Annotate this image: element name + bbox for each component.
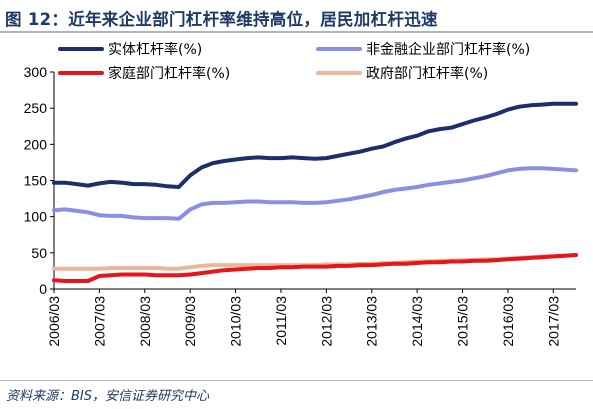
x-tick-label: 2009/03 <box>182 296 198 347</box>
line-chart: 0 50 100 150 200 250 300 2006/03 2007/03 2008/03 2… <box>24 41 578 347</box>
chart-legend: 实体杠杆率(%) 非金融企业部门杠杆率(%) 家庭部门杠杆率(%) 政府部门杠杆率(%… <box>58 41 530 82</box>
figure-title-bar: 图 12：近年来企业部门杠杆率维持高位，居民加杠杆迅速 <box>0 0 593 33</box>
legend-label-1: 非金融企业部门杠杆率(%) <box>366 41 530 58</box>
y-tick-label: 150 <box>24 173 48 189</box>
y-tick-label: 200 <box>24 136 48 152</box>
series-line-0 <box>52 101 578 189</box>
x-tick-label: 2007/03 <box>91 296 107 347</box>
x-tick-label: 2011/03 <box>273 296 289 346</box>
footer-divider <box>0 380 593 381</box>
y-tick-label: 250 <box>24 100 48 116</box>
source-note: 资料来源：BIS，安信证券研究中心 <box>6 389 210 404</box>
chart-axes: 0 50 100 150 200 250 300 2006/03 2007/03 2008/03 2… <box>24 64 576 347</box>
y-tick-label: 0 <box>39 281 47 297</box>
x-tick-label: 2006/03 <box>46 296 62 347</box>
y-tick-label: 300 <box>24 64 48 80</box>
x-tick-label: 2014/03 <box>409 296 425 347</box>
figure-title: 图 12：近年来企业部门杠杆率维持高位，居民加杠杆迅速 <box>5 10 438 29</box>
x-tick-label: 2017/03 <box>545 296 561 347</box>
chart-series <box>52 101 578 283</box>
legend-label-0: 实体杠杆率(%) <box>108 41 202 58</box>
x-tick-label: 2015/03 <box>455 296 471 347</box>
x-tick-label: 2016/03 <box>500 296 516 347</box>
x-tick-label: 2008/03 <box>137 296 153 347</box>
x-tick-label: 2012/03 <box>318 296 334 347</box>
x-tick-label: 2010/03 <box>228 296 244 347</box>
y-tick-label: 50 <box>31 245 47 261</box>
x-tick-label: 2013/03 <box>364 296 380 347</box>
series-line-2 <box>52 253 578 283</box>
legend-label-3: 政府部门杠杆率(%) <box>366 65 488 82</box>
series-line-1 <box>52 166 578 221</box>
y-tick-label: 100 <box>24 209 48 225</box>
legend-label-2: 家庭部门杠杆率(%) <box>108 65 230 82</box>
